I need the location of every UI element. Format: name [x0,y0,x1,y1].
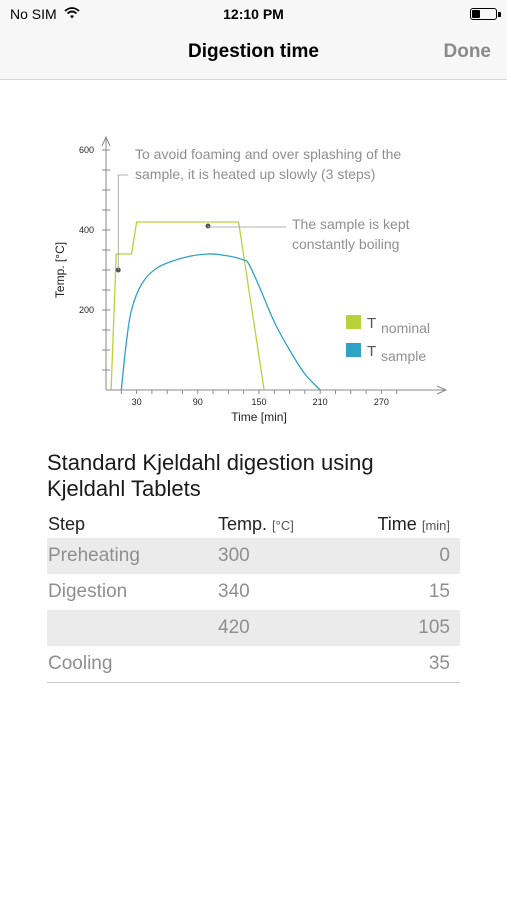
x-tick-label: 150 [251,397,266,407]
header-temp-unit: [°C] [272,518,294,533]
x-tick-label: 90 [193,397,203,407]
header-time: Time [min] [377,514,450,535]
cell-step: Digestion [48,581,128,602]
x-tick-label: 270 [374,397,389,407]
series-line-sample [120,253,321,391]
cell-temp: 340 [218,581,250,602]
digestion-steps-table: Step Temp. [°C] Time [min] Preheating 30… [47,510,460,683]
y-tick-label: 200 [79,305,94,315]
cell-time: 105 [418,617,450,638]
legend-swatch [346,315,361,329]
table-row: Cooling 35 [47,646,460,682]
section-title: Standard Kjeldahl digestion using Kjelda… [47,450,477,502]
digestion-temperature-chart: 30 90 150 210 270 200 400 600 Time [min] Temp. [°… [53,135,448,424]
legend-label: sample [381,348,426,364]
battery-icon [470,8,497,20]
annotation-text: sample, it is heated up slowly (3 steps) [135,166,375,182]
battery-fill [472,10,480,18]
x-tick-label: 210 [313,397,328,407]
series-line-nominal [110,221,265,391]
legend-symbol: T [367,343,376,360]
status-bar: No SIM 12:10 PM [0,0,507,28]
y-axis-label: Temp. [°C] [53,242,67,298]
cell-step: Preheating [48,545,140,566]
carrier-label: No SIM [10,6,57,22]
section-title-line2: Kjeldahl Tablets [47,476,201,501]
x-tick-label: 30 [132,397,142,407]
chart-annotations: To avoid foaming and over splashing of t… [115,146,410,273]
navigation-bar: Digestion time Done [0,28,507,80]
annotation-text: The sample is kept [292,216,410,232]
x-axis-arrow [436,385,448,395]
x-axis-label: Time [min] [231,410,287,424]
cell-time: 15 [428,581,450,602]
table-row: 420 105 [47,610,460,646]
legend-symbol: T [367,315,376,332]
legend-label: nominal [381,320,430,336]
annotation-text: To avoid foaming and over splashing of t… [135,146,401,162]
status-time: 12:10 PM [223,6,284,22]
cell-step: Cooling [48,653,113,674]
table-row: Digestion 340 15 [47,574,460,610]
table-divider [47,682,460,683]
battery-tip [498,12,501,17]
header-time-unit: [min] [421,518,450,533]
annotation-leader [117,174,129,270]
wifi-icon [64,7,80,19]
section-title-line1: Standard Kjeldahl digestion using [47,450,374,475]
header-time-label: Time [377,514,417,534]
y-tick-label: 400 [79,225,94,235]
annotation-leader [207,226,286,228]
header-step: Step [48,514,86,534]
header-temp: Temp. [°C] [218,514,294,535]
y-axis-arrow [101,135,111,147]
y-tick-label: 600 [79,145,94,155]
done-button[interactable]: Done [443,41,492,62]
annotation-text: constantly boiling [292,236,399,252]
chart-axes: 30 90 150 210 270 200 400 600 Time [min] Temp. [°… [53,135,448,424]
cell-time: 0 [439,545,450,566]
cell-temp: 300 [218,545,250,566]
header-temp-label: Temp. [218,514,268,534]
chart-series [110,221,321,391]
legend-swatch [346,343,361,357]
table-row: Preheating 300 0 [47,538,460,574]
cell-temp: 420 [218,617,250,638]
cell-time: 35 [428,653,450,674]
table-header: Step Temp. [°C] Time [min] [47,510,460,538]
page-title: Digestion time [188,41,319,62]
